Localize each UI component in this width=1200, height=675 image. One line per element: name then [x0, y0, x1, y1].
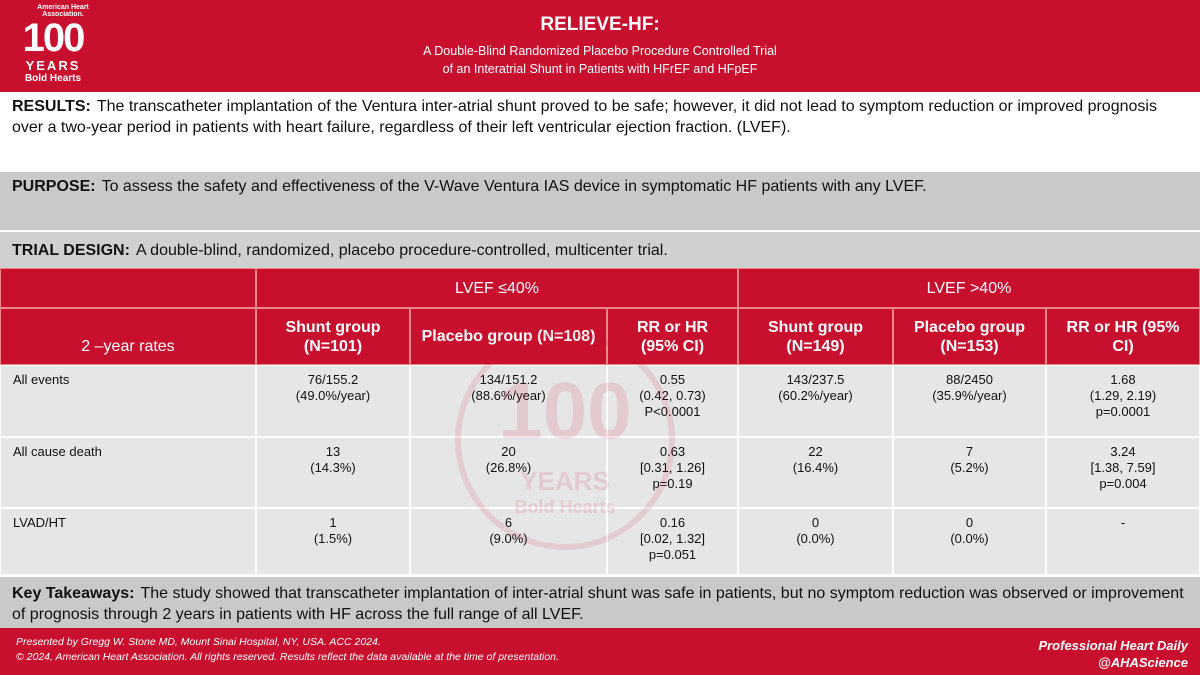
cell-line: (5.2%)	[950, 460, 989, 475]
column-header: Shunt group (N=101)	[256, 308, 410, 365]
table-cell: 20 (26.8%)	[410, 437, 607, 508]
header-cell	[0, 268, 256, 308]
label: PURPOSE:	[12, 178, 96, 195]
text: A double-blind, randomized, placebo proc…	[135, 242, 668, 259]
table-cell: 13 (14.3%)	[256, 437, 410, 508]
cell-line: 13	[325, 444, 341, 459]
table-cell: 6 (9.0%)	[410, 508, 607, 575]
column-header: Placebo group (N=153)	[893, 308, 1046, 365]
logo-org: American Heart Association.	[37, 4, 89, 18]
table-cell: 0.63 [0.31, 1.26] p=0.19	[607, 437, 738, 508]
cell-line: 1	[329, 515, 337, 530]
cell-line: 0.63	[659, 444, 686, 459]
label: TRIAL DESIGN:	[12, 242, 130, 259]
text: To assess the safety and effectiveness o…	[101, 178, 927, 195]
table-cell: -	[1046, 508, 1200, 575]
cell-line: 6	[504, 515, 513, 530]
subtitle: A Double-Blind Randomized Placebo Proced…	[423, 44, 777, 58]
table-cell: 88/2450 (35.9%/year)	[893, 365, 1046, 437]
brand: Professional Heart Daily	[1038, 638, 1188, 653]
cell-line: (0.42, 0.73)	[639, 388, 706, 403]
table-cell: 134/151.2 (88.6%/year)	[410, 365, 607, 437]
cell-line: 88/2450	[946, 372, 993, 387]
cell-line: (16.4%)	[792, 460, 839, 475]
cell-line: p=0.051	[648, 547, 697, 562]
column-header: 2 –year rates	[0, 308, 256, 365]
purpose: PURPOSE: To assess the safety and effecti…	[0, 170, 1200, 230]
row-label: All events	[0, 365, 256, 437]
cell-line: p=0.004	[1099, 476, 1147, 491]
cell-line: 20	[501, 444, 516, 459]
cell-line: [0.31, 1.26]	[639, 460, 706, 475]
table-cell: 22 (16.4%)	[738, 437, 893, 508]
table-cell: 1 (1.5%)	[256, 508, 410, 575]
table-cell: 1.68 (1.29, 2.19) p=0.0001	[1046, 365, 1200, 437]
cell-line: 76/155.2	[307, 372, 359, 387]
row-label: LVAD/HT	[0, 508, 256, 575]
logo-years: YEARS	[25, 58, 81, 73]
cell-line: p=0.19	[652, 476, 693, 491]
cell-line: (35.9%/year)	[932, 388, 1007, 403]
cell-line: p=0.0001	[1095, 404, 1151, 419]
cell-line: 0	[965, 515, 974, 530]
cell-line: (26.8%)	[485, 460, 532, 475]
table-cell: 76/155.2 (49.0%/year)	[256, 365, 410, 437]
cell-line: 7	[965, 444, 974, 459]
subtitle: of an Interatrial Shunt in Patients with…	[442, 62, 758, 76]
cell-line: 22	[808, 444, 823, 459]
row-label: All cause death	[0, 437, 256, 508]
column-header: RR or HR (95% CI)	[1046, 308, 1200, 365]
cell-line: 0.55	[659, 372, 686, 387]
group-header: LVEF ≤40%	[256, 268, 738, 308]
label: Key Takeaways:	[12, 585, 135, 602]
logo: American Heart Association. 100 YEARS Bo…	[8, 4, 98, 84]
column-header: Placebo group (N=108)	[410, 308, 607, 365]
cell-line: (0.0%)	[796, 531, 835, 546]
text: The transcatheter implantation of the Ve…	[12, 98, 1157, 136]
cell-line: (60.2%/year)	[778, 388, 853, 403]
cell-line: [1.38, 7.59]	[1090, 460, 1156, 475]
label: RESULTS:	[12, 98, 91, 115]
footer: Presented by Gregg W. Stone MD, Mount Si…	[0, 628, 1200, 675]
logo-tagline: Bold Hearts	[24, 73, 82, 84]
table-cell: 0 (0.0%)	[893, 508, 1046, 575]
column-header: Shunt group (N=149)	[738, 308, 893, 365]
group-header: LVEF >40%	[738, 268, 1200, 308]
brand: @AHAScience	[1098, 655, 1188, 670]
cell-line: (14.3%)	[310, 460, 356, 475]
table-cell: 0.16 [0.02, 1.32] p=0.051	[607, 508, 738, 575]
results-table: LVEF ≤40% LVEF >40% 2 –year rates Shunt gro…	[0, 268, 1200, 575]
table-cell: 0.55 (0.42, 0.73) P<0.0001	[607, 365, 738, 437]
cell-line: (9.0%)	[489, 531, 528, 546]
credit: © 2024, American Heart Association. All …	[16, 651, 559, 663]
cell-line: P<0.0001	[644, 404, 701, 419]
cell-line: 0.16	[659, 515, 686, 530]
cell-line: 0	[811, 515, 820, 530]
cell-line: 134/151.2	[479, 372, 538, 387]
credit: Presented by Gregg W. Stone MD, Mount Si…	[16, 636, 381, 648]
cell-line: (49.0%/year)	[295, 388, 371, 403]
trial-design: TRIAL DESIGN: A double-blind, randomized,…	[0, 230, 1200, 268]
cell-line: (1.29, 2.19)	[1089, 388, 1157, 403]
table-cell: 143/237.5 (60.2%/year)	[738, 365, 893, 437]
cell-line: 3.24	[1110, 444, 1136, 459]
table-cell: 7 (5.2%)	[893, 437, 1046, 508]
cell-line: 143/237.5	[786, 372, 845, 387]
text: The study showed that transcatheter impl…	[12, 585, 1184, 623]
cell-line: 1.68	[1110, 372, 1136, 387]
results: RESULTS: The transcatheter implantation o…	[0, 92, 1200, 170]
table-cell: 3.24 [1.38, 7.59] p=0.004	[1046, 437, 1200, 508]
logo-number: 100	[22, 16, 86, 60]
cell-line: (88.6%/year)	[471, 388, 546, 403]
cell-line: [0.02, 1.32]	[639, 531, 706, 546]
column-header: RR or HR (95% CI)	[607, 308, 738, 365]
table-cell: 0 (0.0%)	[738, 508, 893, 575]
key-takeaways: Key Takeaways: The study showed that tran…	[0, 575, 1200, 628]
header: American Heart Association. 100 YEARS Bo…	[0, 0, 1200, 92]
cell-line: (0.0%)	[950, 531, 989, 546]
cell-line: (1.5%)	[313, 531, 353, 546]
cell-line: -	[1120, 515, 1126, 530]
title: RELIEVE-HF:	[540, 14, 660, 35]
